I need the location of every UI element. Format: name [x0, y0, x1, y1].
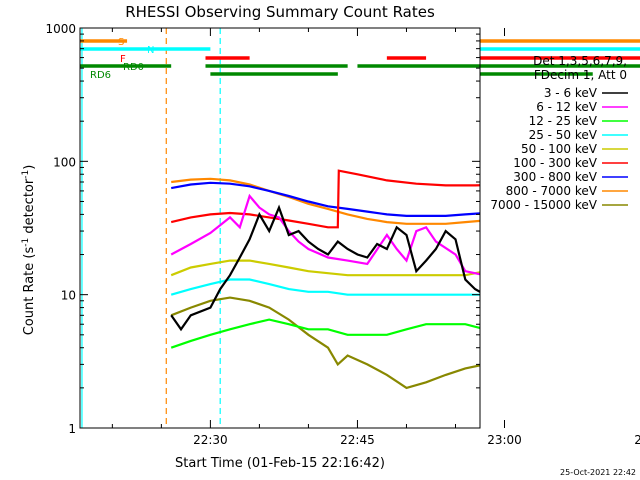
legend-label: 25 - 50 keV: [529, 128, 598, 142]
legend-header-line-2: FDecim 1, Att 0: [534, 68, 627, 82]
legend-label: 300 - 800 keV: [513, 170, 597, 184]
series-line-100-300-keV: [170, 169, 480, 229]
x-axis-label: Start Time (01-Feb-15 22:16:42): [175, 456, 385, 471]
legend-label: 100 - 300 keV: [513, 156, 597, 170]
legend-label: 3 - 6 keV: [544, 86, 598, 100]
y-axis-ticks: 1 10 100 1000: [45, 22, 480, 436]
series-line-25-50-keV: [170, 278, 480, 296]
series-line-12-25-keV: [170, 318, 480, 349]
series-line-3-6-keV: [170, 204, 480, 332]
y-axis-label-sup1: -1: [21, 238, 31, 247]
series-line-7000-15000-keV: [170, 296, 480, 390]
status-bar-label-RD0: RD0: [123, 62, 144, 73]
status-bar-label-RD6: RD6: [90, 70, 111, 81]
y-axis-label-main: Count Rate (s: [22, 247, 37, 336]
plot-frame: [79, 27, 481, 429]
x-tick-label: 22:30: [193, 433, 228, 447]
x-tick-label: 23:00: [487, 433, 522, 447]
y-axis-label-sup2: -1: [21, 170, 31, 179]
y-tick-label: 1: [68, 422, 76, 436]
x-tick-label: 23:15: [634, 433, 640, 447]
status-bar-label-N: N: [147, 45, 154, 56]
status-bar-label-S: S: [118, 37, 124, 48]
generation-timestamp: 25-Oct-2021 22:42: [560, 468, 636, 477]
y-tick-label: 100: [53, 155, 76, 169]
legend-label: 7000 - 15000 keV: [490, 198, 597, 212]
status-bar-label-F: F: [120, 54, 126, 65]
y-tick-label: 10: [61, 289, 76, 303]
legend-label: 6 - 12 keV: [536, 100, 598, 114]
y-axis-label-mid: detector: [22, 178, 37, 238]
legend-header-line-1: Det 1,3,5,6,7,9,: [533, 54, 627, 68]
y-axis-label-end: ): [22, 165, 37, 170]
series-layer: [170, 169, 480, 390]
legend-label: 50 - 100 keV: [521, 142, 598, 156]
legend: Det 1,3,5,6,7,9, FDecim 1, Att 0 3 - 6 k…: [490, 54, 628, 212]
chart-title: RHESSI Observing Summary Count Rates: [125, 3, 435, 21]
legend-label: 12 - 25 keV: [529, 114, 598, 128]
series-line-50-100-keV: [170, 259, 480, 277]
y-axis-label: Count Rate (s-1 detector-1): [21, 165, 37, 336]
vertical-marker-lines: [81, 28, 221, 428]
legend-label: 800 - 7000 keV: [506, 184, 598, 198]
y-tick-label: 1000: [45, 22, 76, 36]
x-tick-label: 22:45: [340, 433, 375, 447]
series-line-300-800-keV: [171, 181, 480, 217]
